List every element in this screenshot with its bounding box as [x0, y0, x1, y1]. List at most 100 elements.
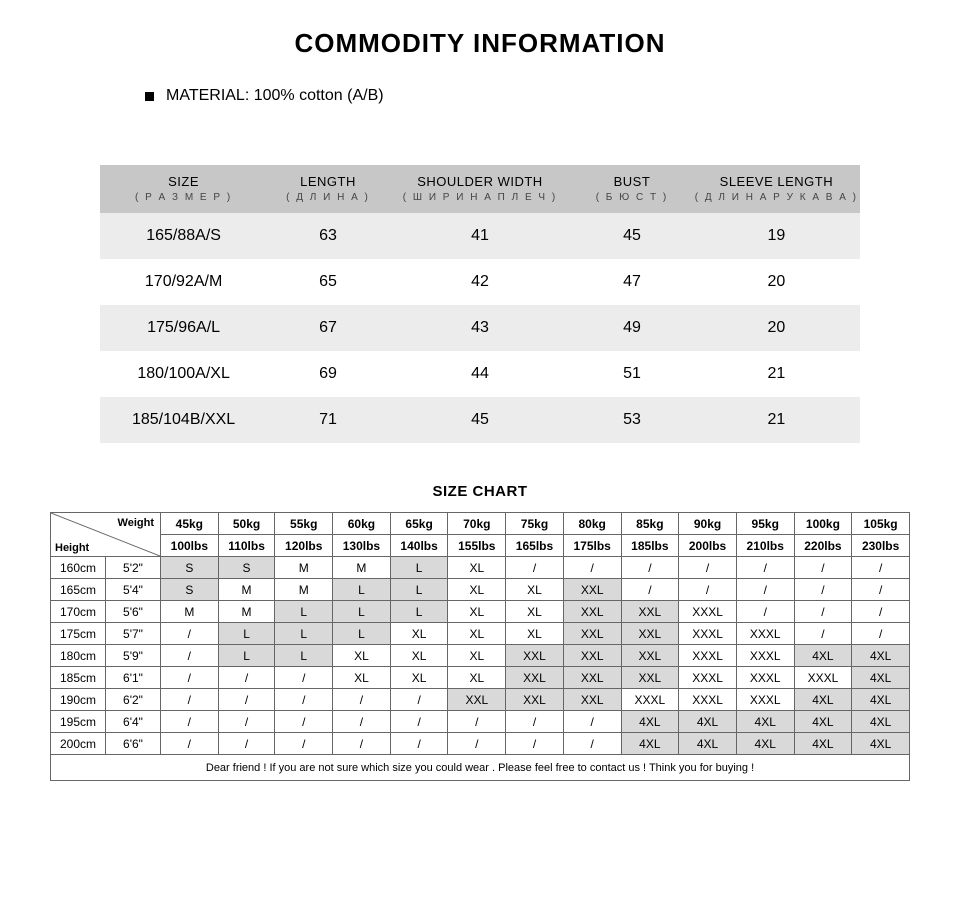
weight-kg-header: 95kg — [736, 513, 794, 535]
size-chart-cell: 4XL — [736, 733, 794, 755]
size-chart-cell: XXL — [506, 667, 564, 689]
size-chart-cell: L — [390, 557, 448, 579]
size-chart-cell: / — [736, 557, 794, 579]
weight-kg-header: 100kg — [794, 513, 852, 535]
size-chart-cell: XL — [448, 645, 506, 667]
size-chart-cell: / — [852, 557, 910, 579]
weight-kg-header: 70kg — [448, 513, 506, 535]
size-chart-corner: WeightHeight — [51, 513, 161, 557]
size-chart-cell: 4XL — [852, 711, 910, 733]
size-chart-cell: / — [852, 601, 910, 623]
size-chart-cell: XXXL — [679, 667, 737, 689]
spec-table: SIZE( Р А З М Е Р )LENGTH( Д Л И Н А )SH… — [100, 165, 860, 443]
size-chart-cell: XXL — [563, 689, 621, 711]
spec-col-header: SIZE( Р А З М Е Р ) — [100, 165, 267, 213]
corner-height-label: Height — [55, 542, 89, 554]
size-chart-cell: 4XL — [794, 689, 852, 711]
size-chart-cell: 4XL — [679, 711, 737, 733]
height-cm-cell: 165cm — [51, 579, 106, 601]
size-chart-row: 170cm5'6"MMLLLXLXLXXLXXLXXXL/// — [51, 601, 910, 623]
spec-col-header: BUST( Б Ю С Т ) — [571, 165, 693, 213]
bullet-icon — [145, 92, 154, 101]
height-ft-cell: 5'7" — [106, 623, 161, 645]
size-chart-cell: XL — [448, 557, 506, 579]
size-chart-cell: XXXL — [736, 645, 794, 667]
size-chart-cell: 4XL — [794, 645, 852, 667]
spec-cell: 65 — [267, 259, 389, 305]
spec-cell: 165/88A/S — [100, 213, 267, 259]
size-chart-cell: / — [161, 711, 219, 733]
size-chart-cell: / — [794, 557, 852, 579]
size-chart-cell: / — [679, 579, 737, 601]
size-chart-cell: XL — [390, 667, 448, 689]
size-chart-cell: M — [218, 579, 275, 601]
height-cm-cell: 170cm — [51, 601, 106, 623]
size-chart-cell: XXL — [621, 601, 679, 623]
size-chart-cell: XXL — [621, 645, 679, 667]
spec-row: 180/100A/XL69445121 — [100, 351, 860, 397]
size-chart-cell: XXL — [448, 689, 506, 711]
size-chart-cell: / — [794, 623, 852, 645]
size-chart-cell: XXXL — [679, 645, 737, 667]
weight-kg-header: 60kg — [333, 513, 391, 535]
height-cm-cell: 175cm — [51, 623, 106, 645]
size-chart-cell: M — [218, 601, 275, 623]
weight-kg-header: 105kg — [852, 513, 910, 535]
spec-cell: 21 — [693, 397, 860, 443]
size-chart-cell: / — [390, 711, 448, 733]
weight-kg-header: 50kg — [218, 513, 275, 535]
size-chart-cell: / — [275, 667, 333, 689]
size-chart-cell: XXL — [621, 623, 679, 645]
size-chart-cell: XXL — [563, 579, 621, 601]
height-ft-cell: 5'2" — [106, 557, 161, 579]
size-chart-cell: S — [218, 557, 275, 579]
size-chart-cell: 4XL — [852, 689, 910, 711]
size-chart-cell: / — [794, 601, 852, 623]
size-chart-cell: M — [275, 579, 333, 601]
spec-cell: 43 — [389, 305, 571, 351]
size-chart-cell: 4XL — [621, 733, 679, 755]
size-chart-table: WeightHeight45kg50kg55kg60kg65kg70kg75kg… — [50, 512, 910, 781]
size-chart-cell: 4XL — [852, 667, 910, 689]
page-title: COMMODITY INFORMATION — [0, 28, 960, 59]
size-chart-cell: L — [218, 645, 275, 667]
weight-kg-header: 90kg — [679, 513, 737, 535]
spec-row: 165/88A/S63414519 — [100, 213, 860, 259]
size-chart-cell: / — [218, 667, 275, 689]
spec-cell: 45 — [389, 397, 571, 443]
size-chart-row: 200cm6'6"////////4XL4XL4XL4XL4XL — [51, 733, 910, 755]
weight-lbs-header: 220lbs — [794, 535, 852, 557]
size-chart-cell: / — [390, 689, 448, 711]
weight-lbs-header: 110lbs — [218, 535, 275, 557]
size-chart-title: SIZE CHART — [0, 483, 960, 500]
spec-cell: 69 — [267, 351, 389, 397]
weight-kg-header: 80kg — [563, 513, 621, 535]
size-chart-cell: L — [333, 601, 391, 623]
spec-cell: 185/104B/XXL — [100, 397, 267, 443]
size-chart-cell: 4XL — [736, 711, 794, 733]
size-chart-cell: / — [563, 733, 621, 755]
size-chart-head: WeightHeight45kg50kg55kg60kg65kg70kg75kg… — [51, 513, 910, 557]
size-chart-cell: XL — [448, 623, 506, 645]
size-chart-cell: XXXL — [736, 689, 794, 711]
size-chart-cell: 4XL — [852, 645, 910, 667]
size-chart-cell: L — [275, 645, 333, 667]
height-cm-cell: 180cm — [51, 645, 106, 667]
height-ft-cell: 5'9" — [106, 645, 161, 667]
spec-cell: 63 — [267, 213, 389, 259]
spec-cell: 44 — [389, 351, 571, 397]
size-chart-cell: M — [275, 557, 333, 579]
size-chart-cell: XXXL — [736, 667, 794, 689]
spec-col-header: SHOULDER WIDTH( Ш И Р И Н А П Л Е Ч ) — [389, 165, 571, 213]
size-chart-cell: XXL — [563, 645, 621, 667]
spec-cell: 49 — [571, 305, 693, 351]
size-chart-cell: / — [161, 645, 219, 667]
weight-lbs-header: 200lbs — [679, 535, 737, 557]
size-chart-cell: / — [506, 711, 564, 733]
spec-cell: 19 — [693, 213, 860, 259]
size-chart-cell: M — [333, 557, 391, 579]
weight-lbs-header: 230lbs — [852, 535, 910, 557]
spec-cell: 170/92A/M — [100, 259, 267, 305]
size-chart-cell: 4XL — [794, 711, 852, 733]
spec-cell: 175/96A/L — [100, 305, 267, 351]
